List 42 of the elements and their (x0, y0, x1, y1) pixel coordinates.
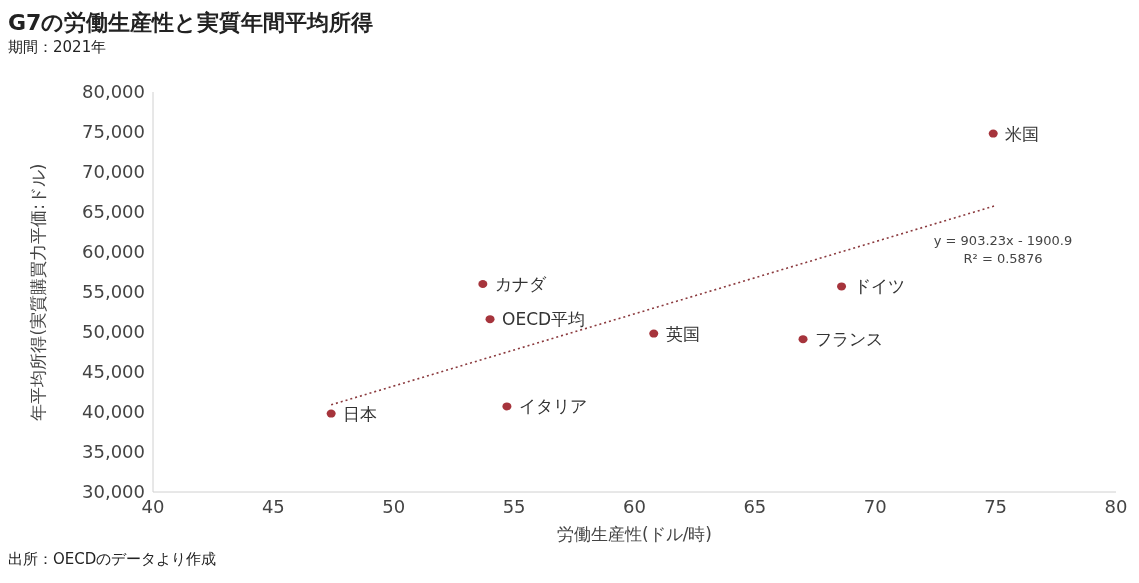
x-tick-label: 65 (743, 495, 767, 517)
x-tick-label: 75 (984, 495, 1008, 517)
point (988, 129, 998, 138)
x-tick-label: 70 (863, 495, 887, 517)
y-axis-title: 年平均所得(実質購買力平価:ドル) (28, 163, 49, 421)
y-tick-label: 45,000 (82, 361, 145, 383)
y-tick-label: 30,000 (82, 481, 145, 503)
series-label: イタリア (518, 396, 587, 417)
y-tick-label: 80,000 (82, 81, 145, 103)
point (649, 329, 659, 338)
series-label: OECD平均 (502, 309, 586, 330)
series-label: ドイツ (853, 276, 905, 297)
point (837, 282, 847, 291)
y-tick-label: 65,000 (82, 201, 145, 223)
series-label: 日本 (343, 403, 378, 424)
text: 出所：OECDのデータより作成 (8, 550, 218, 569)
y-tick-label: 50,000 (82, 321, 145, 343)
point (798, 335, 808, 344)
annotation: y = 903.23x - 1900.9 (932, 232, 1074, 250)
x-tick-label: 50 (382, 495, 406, 517)
y-tick-label: 70,000 (82, 161, 145, 183)
y-tick-label: 75,000 (82, 121, 145, 143)
point (326, 409, 336, 418)
series-label: カナダ (494, 274, 547, 294)
point (485, 315, 495, 324)
x-tick-label: 55 (502, 495, 526, 517)
x-tick-label: 60 (623, 495, 646, 517)
y-tick-label: 55,000 (82, 281, 145, 303)
annotation: R² = 0.5876 (962, 250, 1044, 268)
x-axis-title: 労働生産性(ドル/時) (557, 524, 712, 544)
y-tick-label: 40,000 (82, 401, 145, 423)
point (502, 402, 512, 411)
chart-subtitle: 期間：2021年 (8, 38, 108, 58)
y-tick-label: 60,000 (82, 241, 145, 263)
y-tick-label: 35,000 (82, 441, 145, 463)
x-tick-label: 45 (261, 495, 285, 517)
series-label: 英国 (665, 323, 700, 344)
series-label: フランス (815, 329, 884, 350)
series-label: 米国 (1005, 123, 1040, 144)
x-tick-label: 80 (1104, 495, 1128, 517)
point (478, 280, 488, 288)
chart-title: G7の労働生産性と実質年間平均所得 (8, 9, 375, 37)
